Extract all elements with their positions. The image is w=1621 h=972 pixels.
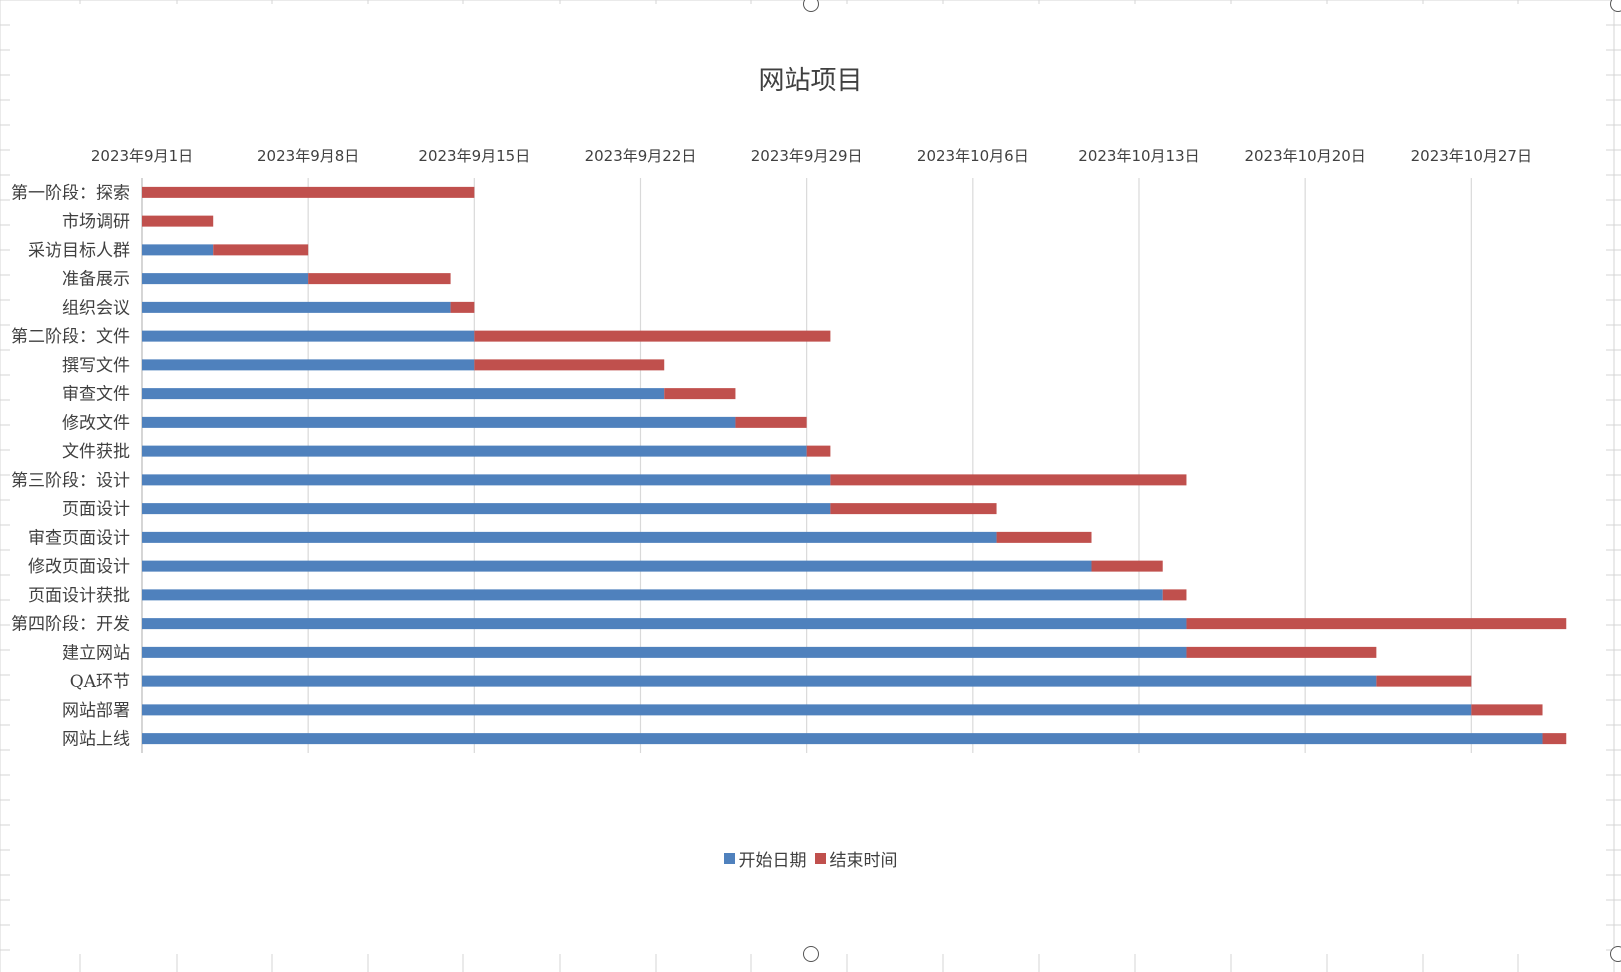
bar-end-time[interactable] bbox=[1186, 618, 1567, 630]
bar-start-date[interactable] bbox=[142, 589, 1163, 601]
y-category-label: 审查文件 bbox=[62, 385, 130, 405]
x-tick-label: 2023年9月29日 bbox=[751, 147, 863, 165]
bar-start-date[interactable] bbox=[142, 388, 665, 400]
bar-end-time[interactable] bbox=[474, 330, 831, 342]
bar-start-date[interactable] bbox=[142, 445, 807, 457]
resize-handle-bottom[interactable] bbox=[803, 946, 819, 962]
bar-start-date[interactable] bbox=[142, 733, 1543, 745]
bar-end-time[interactable] bbox=[735, 416, 807, 428]
legend-swatch-end bbox=[814, 853, 826, 864]
y-category-label: 文件获批 bbox=[62, 442, 130, 462]
y-category-label: 撰写文件 bbox=[62, 356, 130, 376]
y-category-label: 网站上线 bbox=[62, 730, 130, 750]
legend-label-start: 开始日期 bbox=[738, 851, 807, 871]
y-category-label: 组织会议 bbox=[62, 298, 130, 318]
y-category-label: 建立网站 bbox=[62, 643, 130, 663]
bar-start-date[interactable] bbox=[142, 618, 1187, 630]
y-category-label: 准备展示 bbox=[62, 270, 130, 290]
legend: 开始日期 结束时间 bbox=[0, 846, 1621, 871]
chart-title: 网站项目 bbox=[758, 66, 863, 96]
bar-start-date[interactable] bbox=[142, 560, 1092, 572]
x-tick-label: 2023年9月15日 bbox=[418, 147, 530, 165]
bar-start-date[interactable] bbox=[142, 646, 1187, 658]
bar-end-time[interactable] bbox=[213, 244, 309, 256]
bar-start-date[interactable] bbox=[142, 416, 736, 428]
bar-end-time[interactable] bbox=[830, 474, 1187, 486]
bar-start-date[interactable] bbox=[142, 359, 475, 371]
x-tick-label: 2023年10月27日 bbox=[1411, 147, 1532, 165]
y-category-label: 市场调研 bbox=[62, 212, 130, 232]
bar-start-date[interactable] bbox=[142, 244, 214, 256]
bar-start-date[interactable] bbox=[142, 330, 475, 342]
bar-start-date[interactable] bbox=[142, 503, 831, 515]
bar-start-date[interactable] bbox=[142, 704, 1472, 716]
resize-handle-top-right[interactable] bbox=[1610, 0, 1621, 12]
bar-end-time[interactable] bbox=[1376, 675, 1472, 687]
x-tick-label: 2023年10月6日 bbox=[917, 147, 1029, 165]
x-tick-label: 2023年10月13日 bbox=[1078, 147, 1199, 165]
y-category-label: 页面设计获批 bbox=[28, 586, 130, 606]
y-category-label: 第四阶段：开发 bbox=[11, 615, 130, 635]
legend-label-end: 结束时间 bbox=[829, 851, 898, 871]
x-tick-label: 2023年10月20日 bbox=[1244, 147, 1365, 165]
y-category-label: 修改页面设计 bbox=[28, 557, 130, 577]
y-category-label: 审查页面设计 bbox=[28, 528, 130, 548]
legend-item-start: 开始日期 bbox=[723, 846, 807, 871]
bar-end-time[interactable] bbox=[1542, 733, 1567, 745]
legend-swatch-start bbox=[723, 853, 735, 864]
bar-end-time[interactable] bbox=[142, 186, 475, 198]
y-category-label: 页面设计 bbox=[62, 500, 130, 520]
bar-end-time[interactable] bbox=[1186, 646, 1377, 658]
bar-start-date[interactable] bbox=[142, 301, 451, 313]
bar-end-time[interactable] bbox=[474, 359, 665, 371]
y-category-label: 第二阶段：文件 bbox=[11, 327, 130, 347]
y-category-label: QA环节 bbox=[70, 672, 130, 692]
bar-end-time[interactable] bbox=[308, 273, 451, 285]
resize-handle-top[interactable] bbox=[803, 0, 819, 12]
bar-end-time[interactable] bbox=[1162, 589, 1187, 601]
legend-item-end: 结束时间 bbox=[814, 846, 898, 871]
y-category-label: 修改文件 bbox=[62, 413, 130, 433]
bar-start-date[interactable] bbox=[142, 474, 831, 486]
y-category-label: 网站部署 bbox=[62, 701, 130, 721]
bar-start-date[interactable] bbox=[142, 675, 1377, 687]
y-category-label: 第三阶段：设计 bbox=[11, 471, 130, 491]
y-category-label: 第一阶段：探索 bbox=[11, 183, 130, 203]
x-tick-label: 2023年9月1日 bbox=[91, 147, 193, 165]
bar-end-time[interactable] bbox=[664, 388, 736, 400]
bar-end-time[interactable] bbox=[1471, 704, 1543, 716]
x-tick-label: 2023年9月22日 bbox=[585, 147, 697, 165]
resize-handle-bottom-right[interactable] bbox=[1610, 946, 1621, 962]
x-tick-label: 2023年9月8日 bbox=[257, 147, 359, 165]
y-category-label: 采访目标人群 bbox=[28, 241, 130, 261]
bar-end-time[interactable] bbox=[450, 301, 475, 313]
bar-start-date[interactable] bbox=[142, 531, 997, 543]
bar-start-date[interactable] bbox=[142, 273, 309, 285]
bar-end-time[interactable] bbox=[1091, 560, 1163, 572]
bar-end-time[interactable] bbox=[806, 445, 831, 457]
bar-end-time[interactable] bbox=[830, 503, 997, 515]
bar-end-time[interactable] bbox=[996, 531, 1092, 543]
bar-end-time[interactable] bbox=[142, 215, 214, 227]
